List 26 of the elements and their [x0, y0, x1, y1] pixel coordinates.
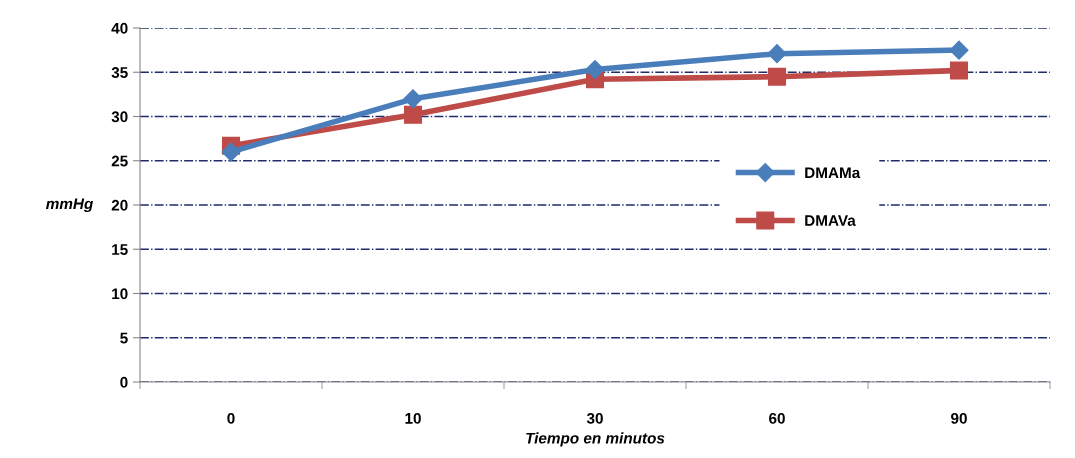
y-tick-label: 40	[111, 22, 128, 34]
point	[221, 142, 241, 162]
x-tick-label: 60	[769, 412, 785, 424]
x-axis-title: Tiempo en minutos	[526, 432, 665, 447]
x-tick-label: 30	[586, 412, 603, 424]
point	[403, 105, 423, 124]
legend-label: DMAMa	[805, 167, 861, 179]
legend-label: DMAVa	[805, 215, 856, 226]
y-tick-label: 15	[112, 244, 128, 255]
x-tick-label: 0	[227, 412, 235, 424]
y-axis-title: mmHg	[46, 198, 94, 213]
x-tick-label: 10	[405, 412, 421, 424]
y-tick-label: 20	[111, 199, 128, 211]
y-tick-label: 25	[111, 155, 128, 167]
point	[585, 60, 605, 80]
y-tick-label: 5	[120, 332, 128, 344]
point	[403, 89, 423, 109]
point	[949, 61, 969, 80]
y-tick-label: 10	[112, 288, 128, 300]
y-tick-label: 30	[111, 111, 128, 123]
y-tick-label: 0	[120, 376, 128, 388]
point	[767, 44, 787, 64]
point	[949, 40, 969, 60]
point	[767, 67, 787, 86]
x-tick-label: 90	[951, 412, 967, 424]
y-tick-label: 35	[111, 67, 128, 78]
